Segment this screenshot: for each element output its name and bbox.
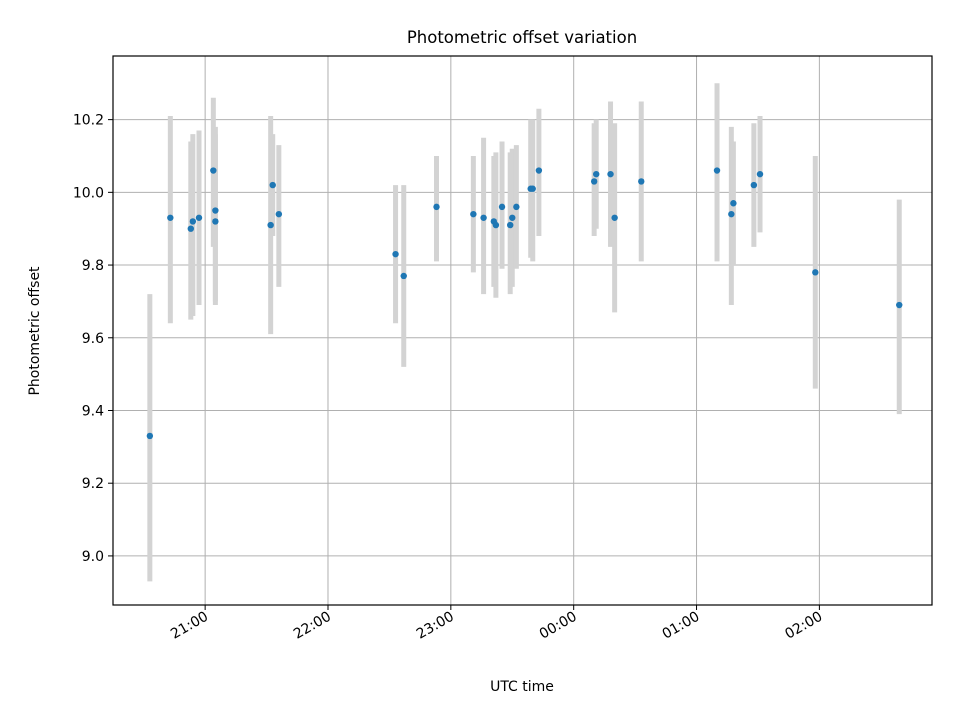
data-point: [167, 214, 174, 221]
data-point: [480, 214, 487, 221]
data-point: [611, 214, 618, 221]
data-point: [535, 167, 543, 174]
data-point: [269, 181, 276, 189]
data-point: [896, 301, 903, 309]
data-point: [812, 269, 819, 276]
x-axis-label: UTC time: [490, 679, 554, 695]
plot-frame: [112, 55, 933, 606]
data-point: [275, 210, 283, 218]
data-point: [593, 170, 600, 178]
y-tick-label: 10.0: [73, 185, 104, 201]
data-point: [756, 170, 764, 178]
data-point: [513, 203, 520, 211]
y-axis-label: Photometric offset: [27, 266, 43, 396]
y-tick-label: 9.4: [82, 403, 104, 419]
y-tick-label: 9.8: [82, 258, 104, 274]
data-point: [492, 221, 500, 229]
data-point: [498, 203, 506, 211]
data-point: [392, 250, 399, 258]
data-point: [433, 203, 440, 211]
grid: [113, 56, 932, 605]
data-point: [212, 218, 219, 225]
data-point: [195, 214, 203, 221]
data-point: [638, 178, 645, 185]
data-point: [728, 210, 735, 218]
chart-title: Photometric offset variation: [407, 28, 637, 47]
data-point: [730, 200, 737, 207]
y-axis: 9.0 9.2 9.4 9.6 9.8 10.0 10.2: [73, 113, 113, 565]
data-point: [212, 207, 219, 214]
data-point: [470, 210, 477, 218]
data-point: [507, 221, 514, 229]
data-point: [713, 167, 721, 174]
y-tick-label: 10.2: [73, 113, 104, 129]
data-point: [750, 181, 758, 189]
data-points: [146, 167, 903, 440]
data-point: [590, 178, 598, 185]
data-point: [146, 432, 154, 440]
data-point: [210, 167, 217, 174]
y-tick-label: 9.0: [82, 549, 104, 565]
data-point: [400, 272, 407, 280]
y-tick-label: 9.2: [82, 476, 104, 492]
data-point: [189, 218, 197, 225]
data-point: [607, 170, 614, 178]
data-point: [509, 214, 516, 221]
y-tick-label: 9.6: [82, 331, 104, 347]
data-point: [187, 225, 195, 232]
data-point: [529, 185, 536, 192]
data-point: [267, 221, 274, 229]
